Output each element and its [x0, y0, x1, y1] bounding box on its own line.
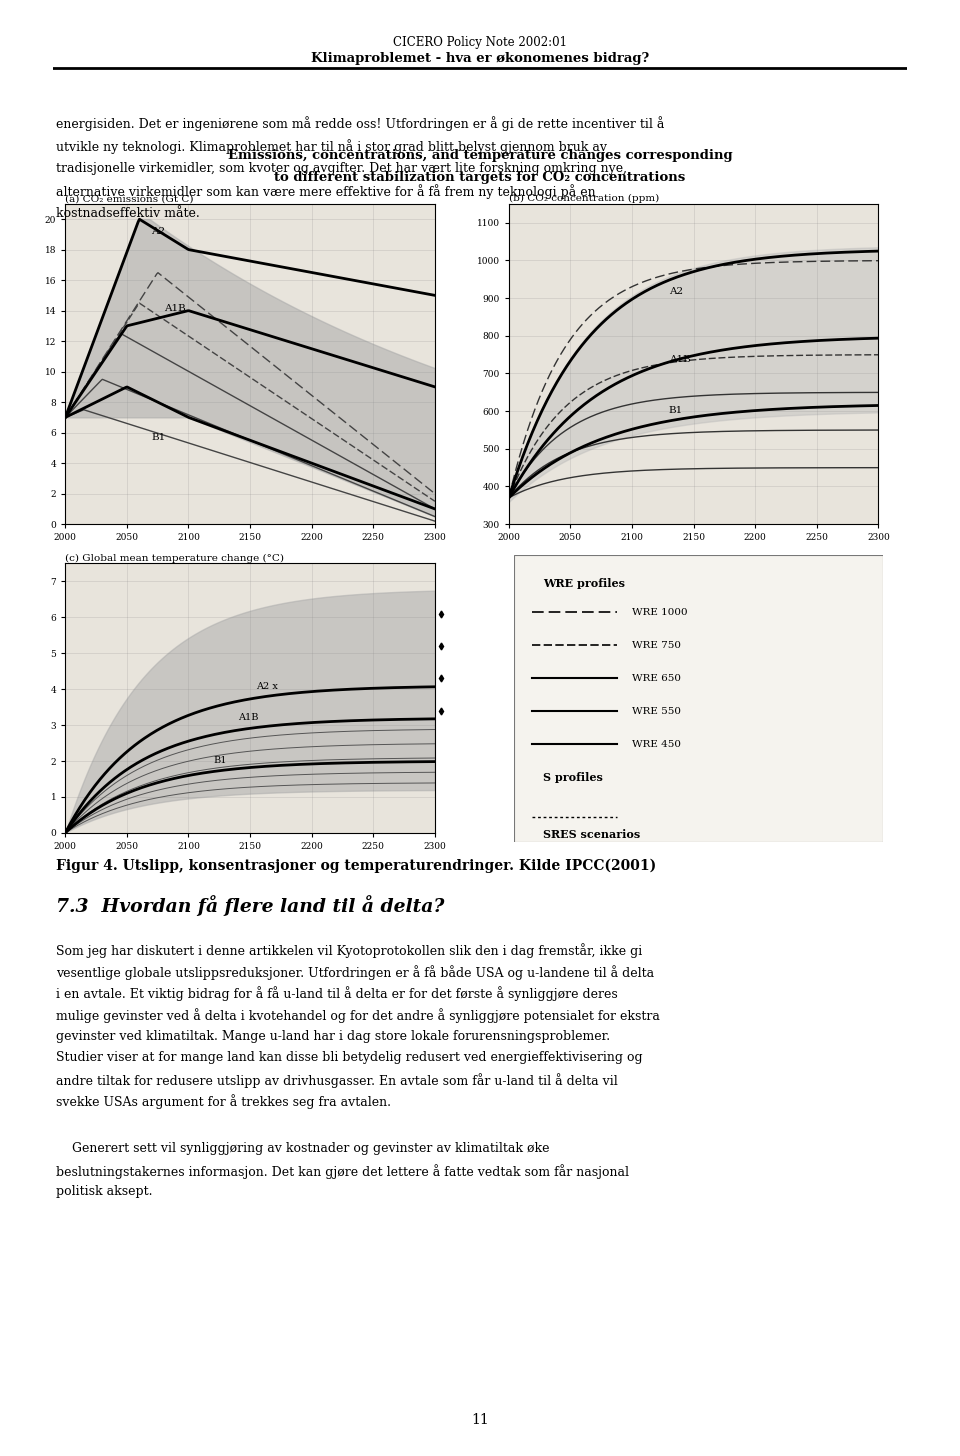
Text: WRE 1000: WRE 1000 [632, 607, 687, 616]
Text: kostnadseffektiv måte.: kostnadseffektiv måte. [56, 207, 200, 220]
Text: B1: B1 [669, 406, 684, 415]
Text: utvikle ny teknologi. Klimaproblemet har til nå i stor grad blitt belyst gjennom: utvikle ny teknologi. Klimaproblemet har… [56, 138, 607, 154]
Text: SRES scenarios: SRES scenarios [543, 828, 640, 840]
Text: A2 x: A2 x [256, 683, 278, 692]
Text: A1B: A1B [238, 712, 258, 722]
Text: gevinster ved klimatiltak. Mange u-land har i dag store lokale forurensningsprob: gevinster ved klimatiltak. Mange u-land … [56, 1029, 610, 1042]
Text: Studier viser at for mange land kan disse bli betydelig redusert ved energieffek: Studier viser at for mange land kan diss… [56, 1051, 642, 1064]
Text: vesentlige globale utslippsreduksjoner. Utfordringen er å få både USA og u-lande: vesentlige globale utslippsreduksjoner. … [56, 965, 654, 980]
Text: Klimaproblemet - hva er økonomenes bidrag?: Klimaproblemet - hva er økonomenes bidra… [311, 52, 649, 64]
Text: A1B: A1B [164, 304, 185, 313]
Text: tradisjonelle virkemidler, som kvoter og avgifter. Det har vært lite forskning o: tradisjonelle virkemidler, som kvoter og… [56, 162, 627, 175]
Text: i en avtale. Et viktig bidrag for å få u-land til å delta er for det første å sy: i en avtale. Et viktig bidrag for å få u… [56, 987, 617, 1002]
Text: energisiden. Det er ingeniørene som må redde oss! Utfordringen er å gi de rette : energisiden. Det er ingeniørene som må r… [56, 116, 664, 131]
Text: alternative virkemidler som kan være mere effektive for å få frem ny teknologi p: alternative virkemidler som kan være mer… [56, 183, 595, 199]
Text: WRE 550: WRE 550 [632, 706, 681, 715]
Text: WRE 650: WRE 650 [632, 674, 681, 683]
Text: A1B: A1B [669, 355, 690, 364]
Text: to different stabilization targets for CO₂ concentrations: to different stabilization targets for C… [275, 172, 685, 183]
Text: svekke USAs argument for å trekkes seg fra avtalen.: svekke USAs argument for å trekkes seg f… [56, 1095, 391, 1109]
Text: WRE 450: WRE 450 [632, 740, 681, 748]
Text: 7.3  Hvordan få flere land til å delta?: 7.3 Hvordan få flere land til å delta? [56, 895, 444, 916]
Text: 11: 11 [471, 1412, 489, 1427]
Text: politisk aksept.: politisk aksept. [56, 1185, 153, 1198]
Text: S profiles: S profiles [543, 772, 603, 783]
Text: Generert sett vil synliggjøring av kostnader og gevinster av klimatiltak øke: Generert sett vil synliggjøring av kostn… [56, 1142, 549, 1155]
Text: WRE profiles: WRE profiles [543, 578, 625, 588]
Text: Figur 4. Utslipp, konsentrasjoner og temperaturendringer. Kilde IPCC(2001): Figur 4. Utslipp, konsentrasjoner og tem… [56, 859, 656, 874]
Text: andre tiltak for redusere utslipp av drivhusgasser. En avtale som får u-land til: andre tiltak for redusere utslipp av dri… [56, 1073, 617, 1088]
Text: B1: B1 [152, 434, 166, 443]
Text: mulige gevinster ved å delta i kvotehandel og for det andre å synliggjøre potens: mulige gevinster ved å delta i kvotehand… [56, 1008, 660, 1024]
Text: Som jeg har diskutert i denne artikkelen vil Kyotoprotokollen slik den i dag fre: Som jeg har diskutert i denne artikkelen… [56, 943, 642, 958]
Text: CICERO Policy Note 2002:01: CICERO Policy Note 2002:01 [393, 36, 567, 48]
Text: beslutningstakernes informasjon. Det kan gjøre det lettere å fatte vedtak som få: beslutningstakernes informasjon. Det kan… [56, 1163, 629, 1178]
Text: Emissions, concentrations, and temperature changes corresponding: Emissions, concentrations, and temperatu… [228, 150, 732, 162]
Text: B1: B1 [213, 756, 227, 764]
Text: WRE 750: WRE 750 [632, 641, 681, 649]
Text: A2: A2 [152, 227, 166, 236]
Text: A2: A2 [669, 287, 684, 296]
Text: (b) CO₂ concentration (ppm): (b) CO₂ concentration (ppm) [509, 194, 660, 202]
Text: (a) CO₂ emissions (Gt C): (a) CO₂ emissions (Gt C) [65, 194, 194, 202]
Text: (c) Global mean temperature change (°C): (c) Global mean temperature change (°C) [65, 553, 284, 562]
